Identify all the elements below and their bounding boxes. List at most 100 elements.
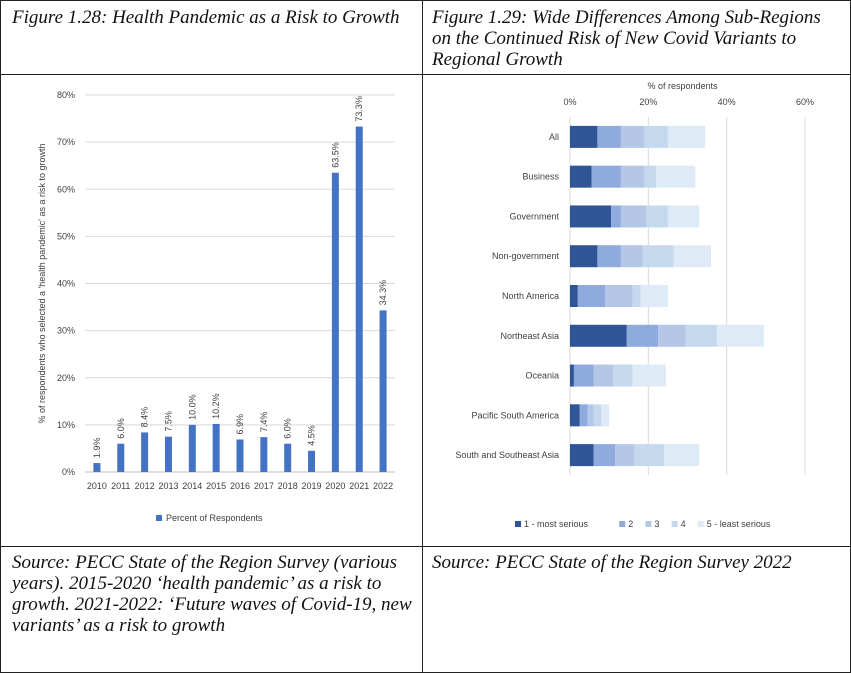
x-tick-label: 2011 <box>111 481 130 491</box>
bar-segment <box>570 444 594 467</box>
category-label: North America <box>502 291 559 301</box>
legend-label: 2 <box>628 519 633 529</box>
data-label: 10.0% <box>187 394 197 420</box>
y-axis-label: % of respondents who selected a 'health … <box>37 143 47 423</box>
bar-segment <box>593 364 614 387</box>
bar <box>284 443 292 472</box>
bar-segment <box>620 245 643 268</box>
legend-swatch <box>671 521 678 527</box>
x-tick-label: 2017 <box>254 481 274 491</box>
x-tick-label: 2021 <box>349 481 369 491</box>
data-label: 4.5% <box>307 425 317 446</box>
category-label: South and Southeast Asia <box>455 450 559 460</box>
legend-swatch <box>697 521 704 527</box>
legend-swatch <box>515 521 521 527</box>
category-label: All <box>549 132 559 142</box>
data-label: 10.2% <box>211 393 221 419</box>
y-tick-label: 40% <box>57 279 75 289</box>
y-tick-label: 80% <box>57 90 75 100</box>
bar-segment <box>620 205 647 228</box>
x-tick-label: 2015 <box>206 481 226 491</box>
x-tick-label: 2019 <box>302 481 322 491</box>
y-tick-label: 30% <box>57 326 75 336</box>
category-label: Pacific South America <box>471 410 559 420</box>
category-label: Business <box>522 172 559 182</box>
bar-segment <box>570 125 598 148</box>
bar-segment <box>716 324 764 347</box>
legend-swatch <box>645 521 652 527</box>
bar-segment <box>656 165 696 188</box>
bar-segment <box>579 404 588 427</box>
legend-swatch <box>156 515 162 521</box>
data-label: 6.0% <box>116 418 126 439</box>
bar-segment <box>573 364 594 387</box>
bar <box>93 463 101 472</box>
data-label: 34.3% <box>378 280 388 306</box>
bar <box>164 436 172 472</box>
bar-segment <box>570 404 580 427</box>
bar-segment <box>667 125 706 148</box>
category-label: Oceania <box>525 371 559 381</box>
bar-segment <box>570 205 612 228</box>
bar-segment <box>646 205 668 228</box>
figure-title-right: Figure 1.29: Wide Differences Among Sub-… <box>432 7 821 70</box>
legend-label: 5 - least serious <box>707 519 771 529</box>
bar-segment <box>664 444 700 467</box>
data-label: 7.4% <box>259 412 269 433</box>
data-label: 63.5% <box>330 142 340 168</box>
bar-segment <box>632 285 641 307</box>
x-tick-label: 2014 <box>182 481 202 491</box>
legend-label: Percent of Respondents <box>166 513 263 523</box>
data-label: 73.3% <box>354 96 364 122</box>
bar-segment <box>634 444 664 467</box>
bar-segment <box>644 125 668 148</box>
x-tick-label: 2022 <box>373 481 393 491</box>
x-tick-label: 20% <box>639 97 657 107</box>
bar-segment <box>597 245 621 268</box>
bar-segment <box>570 245 598 268</box>
bar <box>379 310 387 472</box>
figure-source-right: Source: PECC State of the Region Survey … <box>432 552 792 573</box>
bar-segment <box>587 404 594 427</box>
x-tick-label: 0% <box>563 97 576 107</box>
bar-segment <box>605 285 633 307</box>
bar-segment <box>620 165 645 188</box>
bar-segment <box>613 364 633 387</box>
subregion-risk-stacked-bar-chart: % of respondents 0% 20% 40% 60% All Business Go… <box>455 81 814 529</box>
y-tick-label: 20% <box>57 373 75 383</box>
bar-segment <box>667 205 700 228</box>
x-tick-label: 2018 <box>278 481 298 491</box>
bar-segment <box>673 245 711 268</box>
x-tick-label: 40% <box>718 97 736 107</box>
y-tick-label: 0% <box>62 467 75 477</box>
bar-segment <box>593 404 602 427</box>
x-tick-label: 2016 <box>230 481 250 491</box>
bar <box>141 432 149 472</box>
legend-label: 1 - most serious <box>524 519 589 529</box>
bar-segment <box>593 444 616 467</box>
bar-segment <box>570 165 592 188</box>
x-tick-label: 2010 <box>87 481 107 491</box>
bar-segment <box>570 285 578 307</box>
bar <box>308 450 316 472</box>
bar-segment <box>642 245 674 268</box>
y-tick-label: 50% <box>57 231 75 241</box>
bar-segment <box>611 205 621 228</box>
bar <box>212 423 220 472</box>
y-tick-label: 10% <box>57 420 75 430</box>
category-label: Northeast Asia <box>500 331 559 341</box>
category-label: Non-government <box>492 251 560 261</box>
bar-segment <box>577 285 606 307</box>
x-tick-label: 2012 <box>135 481 155 491</box>
bar <box>331 172 339 472</box>
bar-segment <box>658 324 686 347</box>
y-tick-label: 60% <box>57 184 75 194</box>
bar-segment <box>644 165 657 188</box>
bar-segment <box>570 324 627 347</box>
x-tick-label: 60% <box>796 97 814 107</box>
y-tick-label: 70% <box>57 137 75 147</box>
data-label: 1.9% <box>92 438 102 459</box>
legend-label: 4 <box>681 519 686 529</box>
bar-segment <box>570 364 574 387</box>
bar-segment <box>601 404 610 427</box>
